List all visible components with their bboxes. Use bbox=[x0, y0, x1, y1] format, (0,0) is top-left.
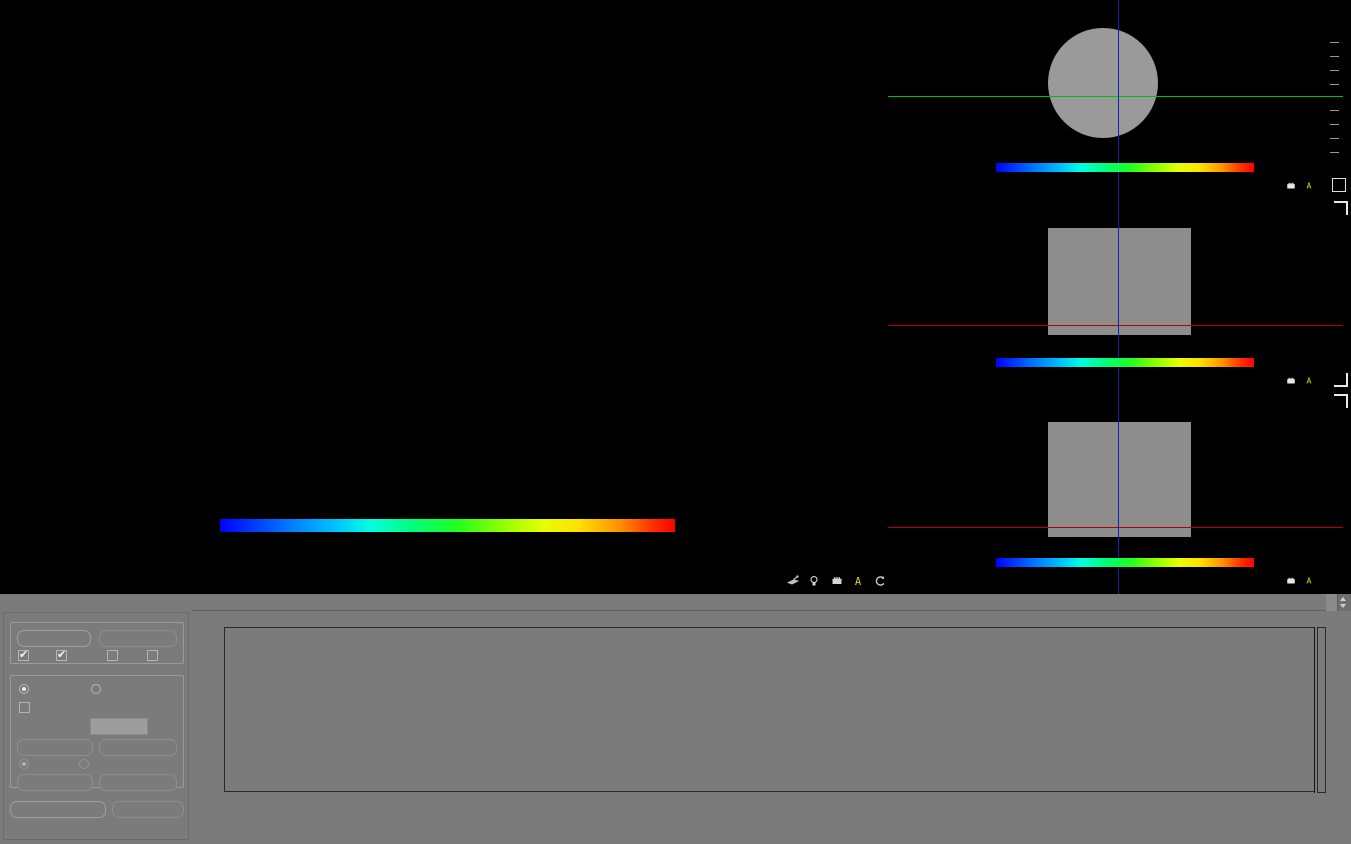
histogram-y-axis bbox=[196, 627, 221, 793]
panel-xz-colorbar-gradient bbox=[996, 358, 1254, 367]
svg-text:A: A bbox=[1307, 576, 1312, 586]
panel-yz-slice-image[interactable] bbox=[1048, 422, 1191, 537]
histogram-bars[interactable] bbox=[226, 627, 1314, 791]
seeds-button[interactable] bbox=[17, 739, 93, 756]
clipbox-icon[interactable] bbox=[1285, 573, 1297, 591]
fiber-volume-rendering[interactable] bbox=[60, 8, 760, 508]
clipbox-icon[interactable] bbox=[1285, 178, 1297, 196]
checkbox-use-clipbox-box[interactable] bbox=[19, 702, 30, 713]
histogram-right-marker[interactable] bbox=[1314, 627, 1315, 793]
svg-text:A: A bbox=[1307, 376, 1312, 386]
panel-yz-view[interactable]: A bbox=[888, 390, 1351, 594]
apply-button[interactable] bbox=[112, 801, 184, 818]
main-colorbar-gradient bbox=[220, 519, 675, 532]
axis-line-vertical bbox=[1118, 0, 1119, 195]
list-button[interactable] bbox=[17, 630, 91, 647]
panel-xz-slice-image[interactable] bbox=[1048, 228, 1191, 335]
cancel-button[interactable] bbox=[10, 801, 106, 818]
checkbox-3d[interactable] bbox=[56, 648, 71, 661]
radio-before[interactable] bbox=[19, 759, 33, 769]
corner-marker-tr bbox=[1334, 201, 1348, 215]
axis-line-horizontal bbox=[888, 325, 1343, 326]
checkbox-xlog-box[interactable] bbox=[107, 650, 118, 661]
radio-merge[interactable] bbox=[91, 684, 105, 694]
radio-split-box[interactable] bbox=[19, 684, 29, 694]
radio-after-box[interactable] bbox=[79, 759, 89, 769]
radio-split[interactable] bbox=[19, 684, 33, 694]
axis-line-horizontal bbox=[888, 527, 1343, 528]
panel-xz-icons[interactable]: A bbox=[1285, 373, 1314, 391]
reset-rotation-icon[interactable] bbox=[874, 574, 887, 587]
panel-yz-icons[interactable]: A bbox=[1285, 573, 1314, 591]
checkbox-3d-box[interactable] bbox=[56, 648, 67, 661]
panel-yz-colorbar-gradient bbox=[996, 558, 1254, 567]
panel-xy-colorbar bbox=[996, 163, 1254, 172]
annotation-a-icon[interactable]: A bbox=[1304, 373, 1314, 391]
checkbox-use-clipbox[interactable] bbox=[19, 702, 34, 713]
panel-xy-colorbar-gradient bbox=[996, 163, 1254, 172]
checkbox-xlog[interactable] bbox=[107, 650, 122, 661]
reject-button[interactable] bbox=[17, 774, 93, 791]
annotation-a-icon[interactable]: A bbox=[1304, 178, 1314, 196]
orientation-sphere[interactable] bbox=[1048, 28, 1158, 138]
panel-yz-colorbar bbox=[996, 558, 1254, 567]
accept-button[interactable] bbox=[99, 774, 177, 791]
corner-marker-tr bbox=[1334, 394, 1348, 408]
checkbox-2d[interactable] bbox=[18, 648, 33, 661]
panel-xz-colorbar bbox=[996, 358, 1254, 367]
split-button[interactable] bbox=[99, 739, 177, 756]
main-colorbar bbox=[220, 518, 675, 533]
split-merge-controls bbox=[3, 612, 189, 840]
orthogonal-views-column: A A bbox=[888, 0, 1351, 594]
checkbox-ylog[interactable] bbox=[147, 650, 162, 661]
typical-size-input[interactable] bbox=[90, 718, 148, 735]
checkbox-2d-box[interactable] bbox=[18, 648, 29, 661]
histogram-right-handle[interactable] bbox=[1317, 627, 1326, 793]
axis-line-vertical bbox=[1118, 390, 1119, 594]
bottom-panel bbox=[0, 594, 1351, 844]
panel-xy-icons[interactable]: A bbox=[1285, 178, 1314, 196]
3d-render-viewport[interactable]: A bbox=[0, 0, 888, 594]
column-scroll-arrows[interactable] bbox=[1337, 594, 1351, 611]
radio-before-box[interactable] bbox=[19, 759, 29, 769]
checkbox-ylog-box[interactable] bbox=[147, 650, 158, 661]
viewer-top-area: A bbox=[0, 0, 1351, 594]
panel-xz-view[interactable]: A bbox=[888, 195, 1351, 390]
histogram-panel[interactable] bbox=[196, 611, 1351, 844]
clipbox-icon[interactable] bbox=[830, 574, 843, 587]
tab-strip[interactable] bbox=[0, 594, 190, 612]
column-header-bar[interactable] bbox=[192, 594, 1351, 611]
annotation-a-icon[interactable]: A bbox=[852, 574, 865, 588]
radio-merge-box[interactable] bbox=[91, 684, 101, 694]
render-toolbar[interactable]: A bbox=[786, 574, 887, 588]
current-operation-group bbox=[10, 675, 184, 791]
graph-button[interactable] bbox=[99, 630, 177, 647]
axis-line-vertical bbox=[1118, 195, 1119, 390]
axis-line-horizontal bbox=[888, 96, 1343, 97]
panel-xy-checkbox[interactable] bbox=[1332, 178, 1346, 192]
svg-text:A: A bbox=[855, 576, 862, 588]
display-group bbox=[10, 622, 184, 664]
lightbulb-icon[interactable] bbox=[808, 574, 821, 587]
histogram-plot-area[interactable] bbox=[224, 627, 1314, 792]
histogram-x-labels bbox=[224, 794, 1314, 808]
annotation-a-icon[interactable]: A bbox=[1304, 573, 1314, 591]
column-resize-handle[interactable] bbox=[1326, 594, 1337, 611]
svg-text:A: A bbox=[1307, 181, 1312, 191]
radio-after[interactable] bbox=[79, 759, 93, 769]
panel-xy-view[interactable]: A bbox=[888, 0, 1351, 195]
slice-plane-icon[interactable] bbox=[786, 574, 800, 587]
clipbox-icon[interactable] bbox=[1285, 373, 1297, 391]
corner-marker-br bbox=[1334, 373, 1348, 387]
